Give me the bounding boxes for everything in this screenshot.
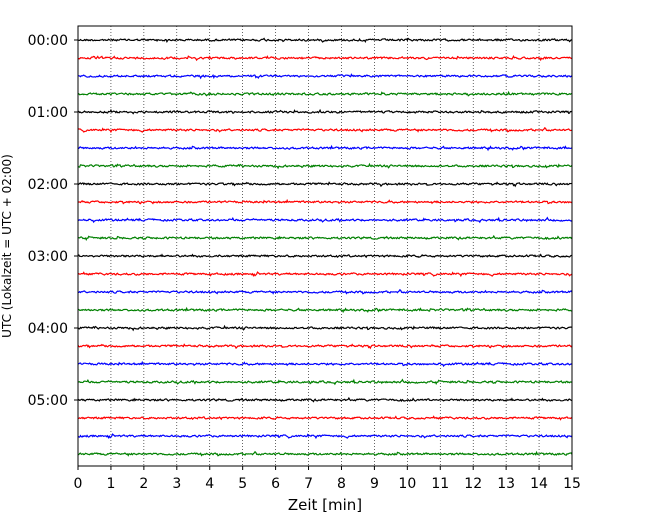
- trace-row-0130: [77, 144, 573, 152]
- x-axis-ticks: 0 1 2 3 4 5 6 7 8 9 10 11 12 13 14 15: [74, 466, 581, 492]
- trace-row-0200: [77, 181, 573, 188]
- plot-frame: [77, 25, 573, 467]
- trace-row-0145: [77, 162, 573, 170]
- x-tick-label-8: 8: [337, 476, 346, 492]
- x-tick-label-7: 7: [304, 476, 313, 492]
- trace-row-0330: [77, 288, 573, 295]
- trace-row-0030: [77, 73, 573, 80]
- trace-row-0430: [77, 360, 573, 368]
- trace-row-0100: [77, 108, 573, 115]
- trace-row-0245: [77, 234, 573, 241]
- x-tick-label-0: 0: [74, 476, 83, 492]
- x-tick-label-1: 1: [106, 476, 115, 492]
- x-tick-label-12: 12: [464, 476, 482, 492]
- trace-row-0515: [77, 415, 573, 421]
- trace-row-0545: [77, 450, 573, 457]
- trace-row-0445: [77, 378, 573, 386]
- trace-row-0345: [77, 306, 573, 314]
- x-tick-label-3: 3: [172, 476, 181, 492]
- y-tick-label-0500: 05:00: [28, 393, 68, 409]
- trace-row-0000: [77, 37, 573, 44]
- y-tick-label-0400: 04:00: [28, 321, 68, 337]
- trace-row-0015: [77, 54, 573, 62]
- trace-row-0400: [77, 324, 573, 332]
- y-tick-label-0300: 03:00: [28, 249, 68, 265]
- y-tick-label-0100: 01:00: [28, 105, 68, 121]
- y-axis-ticks: 00:00 01:00 02:00 03:00 04:00 05:00: [28, 33, 78, 409]
- x-tick-label-6: 6: [271, 476, 280, 492]
- vertical-grid: [110, 26, 540, 466]
- trace-row-0215: [77, 198, 573, 205]
- x-tick-label-10: 10: [398, 476, 416, 492]
- trace-row-0115: [77, 126, 573, 134]
- seismic-traces: [77, 37, 573, 457]
- trace-row-0530: [77, 433, 573, 440]
- x-tick-label-2: 2: [139, 476, 148, 492]
- x-tick-label-5: 5: [238, 476, 247, 492]
- trace-row-0230: [77, 216, 573, 224]
- x-tick-label-4: 4: [205, 476, 214, 492]
- trace-row-0500: [77, 396, 573, 403]
- trace-row-0415: [77, 343, 573, 350]
- x-axis-label: Zeit [min]: [288, 496, 362, 514]
- x-tick-label-15: 15: [563, 476, 581, 492]
- y-axis-label: UTC (Lokalzeit = UTC + 02:00): [0, 154, 14, 338]
- trace-row-0045: [77, 90, 573, 97]
- trace-row-0315: [77, 271, 573, 278]
- y-tick-label-0200: 02:00: [28, 177, 68, 193]
- trace-row-0300: [77, 253, 573, 259]
- x-tick-label-14: 14: [530, 476, 548, 492]
- x-tick-label-9: 9: [370, 476, 379, 492]
- x-tick-label-11: 11: [431, 476, 449, 492]
- x-tick-label-13: 13: [497, 476, 515, 492]
- y-tick-label-0000: 00:00: [28, 33, 68, 49]
